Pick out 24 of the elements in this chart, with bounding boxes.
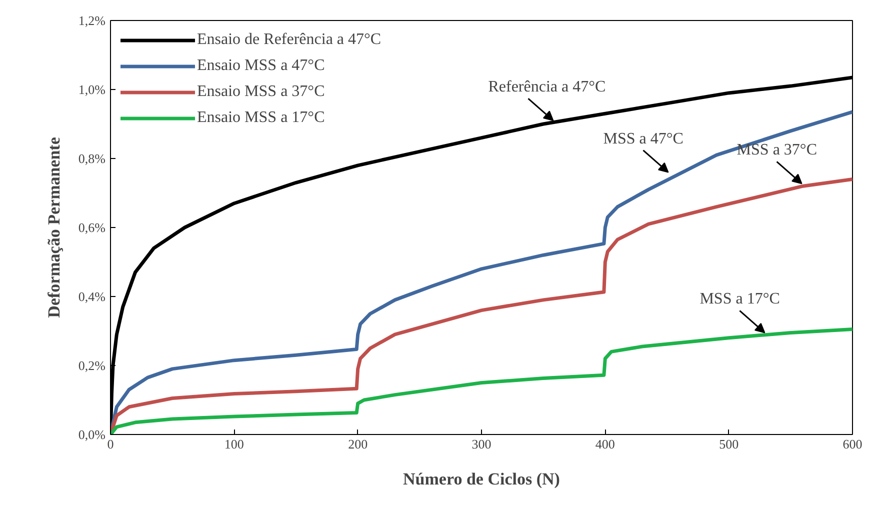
y-tick-label: 0,8% [78, 151, 106, 166]
x-tick-label: 100 [224, 436, 244, 452]
y-tick-label: 0,0% [78, 427, 106, 442]
x-tick-label: 0 [107, 436, 114, 452]
x-tick-label: 200 [348, 436, 368, 452]
y-tick-label: 0,4% [78, 289, 106, 304]
legend-label: Ensaio MSS a 47°C [197, 57, 325, 75]
x-tick-label: 300 [472, 436, 492, 452]
annotation: Referência a 47°C [488, 78, 606, 96]
annotation: MSS a 37°C [736, 142, 817, 159]
x-tick-label: 400 [595, 436, 615, 452]
y-tick-label: 1,2% [78, 13, 106, 28]
y-axis-title: Deformação Permanente [44, 136, 64, 318]
annotation: MSS a 17°C [700, 290, 780, 308]
x-tick-label: 500 [719, 436, 739, 452]
legend-label: Ensaio MSS a 37°C [197, 83, 325, 101]
y-tick-label: 0,2% [78, 358, 106, 373]
y-tick-label: 1,0% [78, 82, 106, 97]
legend-label: Ensaio de Referência a 47°C [197, 31, 382, 49]
x-tick-label: 600 [842, 436, 862, 452]
annotation: MSS a 47°C [603, 130, 684, 148]
legend-label: Ensaio MSS a 17°C [197, 109, 325, 127]
x-axis-title: Número de Ciclos (N) [403, 470, 560, 488]
y-tick-label: 0,6% [78, 220, 106, 235]
